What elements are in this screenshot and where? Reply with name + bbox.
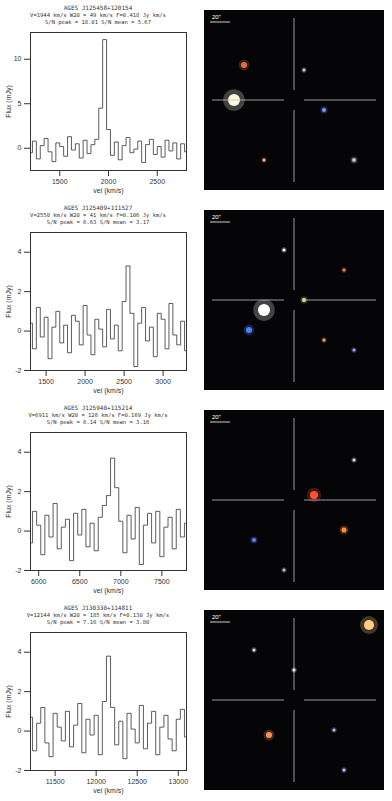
svg-text:0: 0 [18, 527, 22, 534]
svg-text:20": 20" [212, 14, 221, 20]
html-text:V=6911 km/s W20 = 126 km/s F=0: V=6911 km/s W20 = 126 km/s F=0.169 Jy km… [28, 412, 168, 418]
html-text:S/N peak = 6.14 S/N mean = 3.1: S/N peak = 6.14 S/N mean = 3.16 [46, 419, 150, 425]
svg-text:12500: 12500 [128, 778, 148, 785]
svg-text:0: 0 [18, 327, 22, 334]
svg-text:0: 0 [18, 727, 22, 734]
svg-text:2: 2 [18, 488, 22, 495]
html-text:AGES J125409+111527: AGES J125409+111527 [63, 204, 133, 211]
svg-text:-2: -2 [15, 767, 21, 774]
svg-text:4: 4 [18, 248, 22, 255]
svg-text:1500: 1500 [38, 378, 54, 385]
svg-text:11500: 11500 [46, 778, 65, 785]
svg-text:2500: 2500 [116, 378, 132, 385]
svg-text:vel (km/s): vel (km/s) [93, 387, 123, 395]
svg-text:3000: 3000 [155, 378, 171, 385]
svg-text:Flux (mJy): Flux (mJy) [5, 685, 13, 718]
svg-text:Flux (mJy): Flux (mJy) [5, 285, 13, 318]
svg-text:20": 20" [212, 414, 221, 420]
svg-text:4: 4 [18, 648, 22, 655]
html-text:S/N peak = 18.01 S/N mean = 5.: S/N peak = 18.01 S/N mean = 5.67 [45, 19, 151, 25]
svg-text:2000: 2000 [101, 178, 117, 185]
svg-text:7000: 7000 [113, 578, 129, 585]
svg-text:2000: 2000 [77, 378, 93, 385]
svg-text:vel (km/s): vel (km/s) [93, 787, 123, 795]
html-text:S/N peak = 7.16 S/N mean = 3.8: S/N peak = 7.16 S/N mean = 3.80 [46, 619, 150, 625]
svg-text:1500: 1500 [52, 178, 68, 185]
svg-text:6500: 6500 [72, 578, 88, 585]
svg-text:20": 20" [212, 614, 221, 620]
svg-text:6000: 6000 [31, 578, 47, 585]
html-text:V=12144 km/s W20 = 185 km/s F=: V=12144 km/s W20 = 185 km/s F=0.130 Jy k… [26, 612, 170, 618]
svg-text:13000: 13000 [169, 778, 189, 785]
svg-text:7500: 7500 [154, 578, 170, 585]
svg-text:0: 0 [18, 144, 22, 151]
html-text:V=2550 km/s W20 = 41 km/s F=0.: V=2550 km/s W20 = 41 km/s F=0.106 Jy km/… [30, 212, 166, 218]
svg-text:-2: -2 [15, 567, 21, 574]
html-text:AGES J125458+120154: AGES J125458+120154 [63, 4, 133, 11]
svg-text:10: 10 [14, 55, 22, 62]
svg-text:20": 20" [212, 214, 221, 220]
svg-text:Flux (mJy): Flux (mJy) [5, 485, 13, 518]
html-text:V=1944 km/s W20 = 49 km/s F=0.: V=1944 km/s W20 = 49 km/s F=0.418 Jy km/… [30, 12, 166, 18]
svg-text:vel (km/s): vel (km/s) [93, 187, 123, 195]
svg-text:5: 5 [18, 100, 22, 107]
svg-text:vel (km/s): vel (km/s) [93, 587, 123, 595]
html-text:AGES J130330+114811: AGES J130330+114811 [63, 604, 133, 611]
svg-text:4: 4 [18, 448, 22, 455]
html-text:AGES J125940+115214: AGES J125940+115214 [63, 404, 133, 411]
svg-text:Flux (mJy): Flux (mJy) [5, 85, 13, 118]
svg-text:2: 2 [18, 688, 22, 695]
svg-text:12000: 12000 [86, 778, 106, 785]
svg-text:2: 2 [18, 288, 22, 295]
svg-text:-2: -2 [15, 367, 21, 374]
svg-text:2500: 2500 [149, 178, 165, 185]
html-text:S/N peak = 6.63 S/N mean = 3.1: S/N peak = 6.63 S/N mean = 3.17 [46, 219, 150, 225]
